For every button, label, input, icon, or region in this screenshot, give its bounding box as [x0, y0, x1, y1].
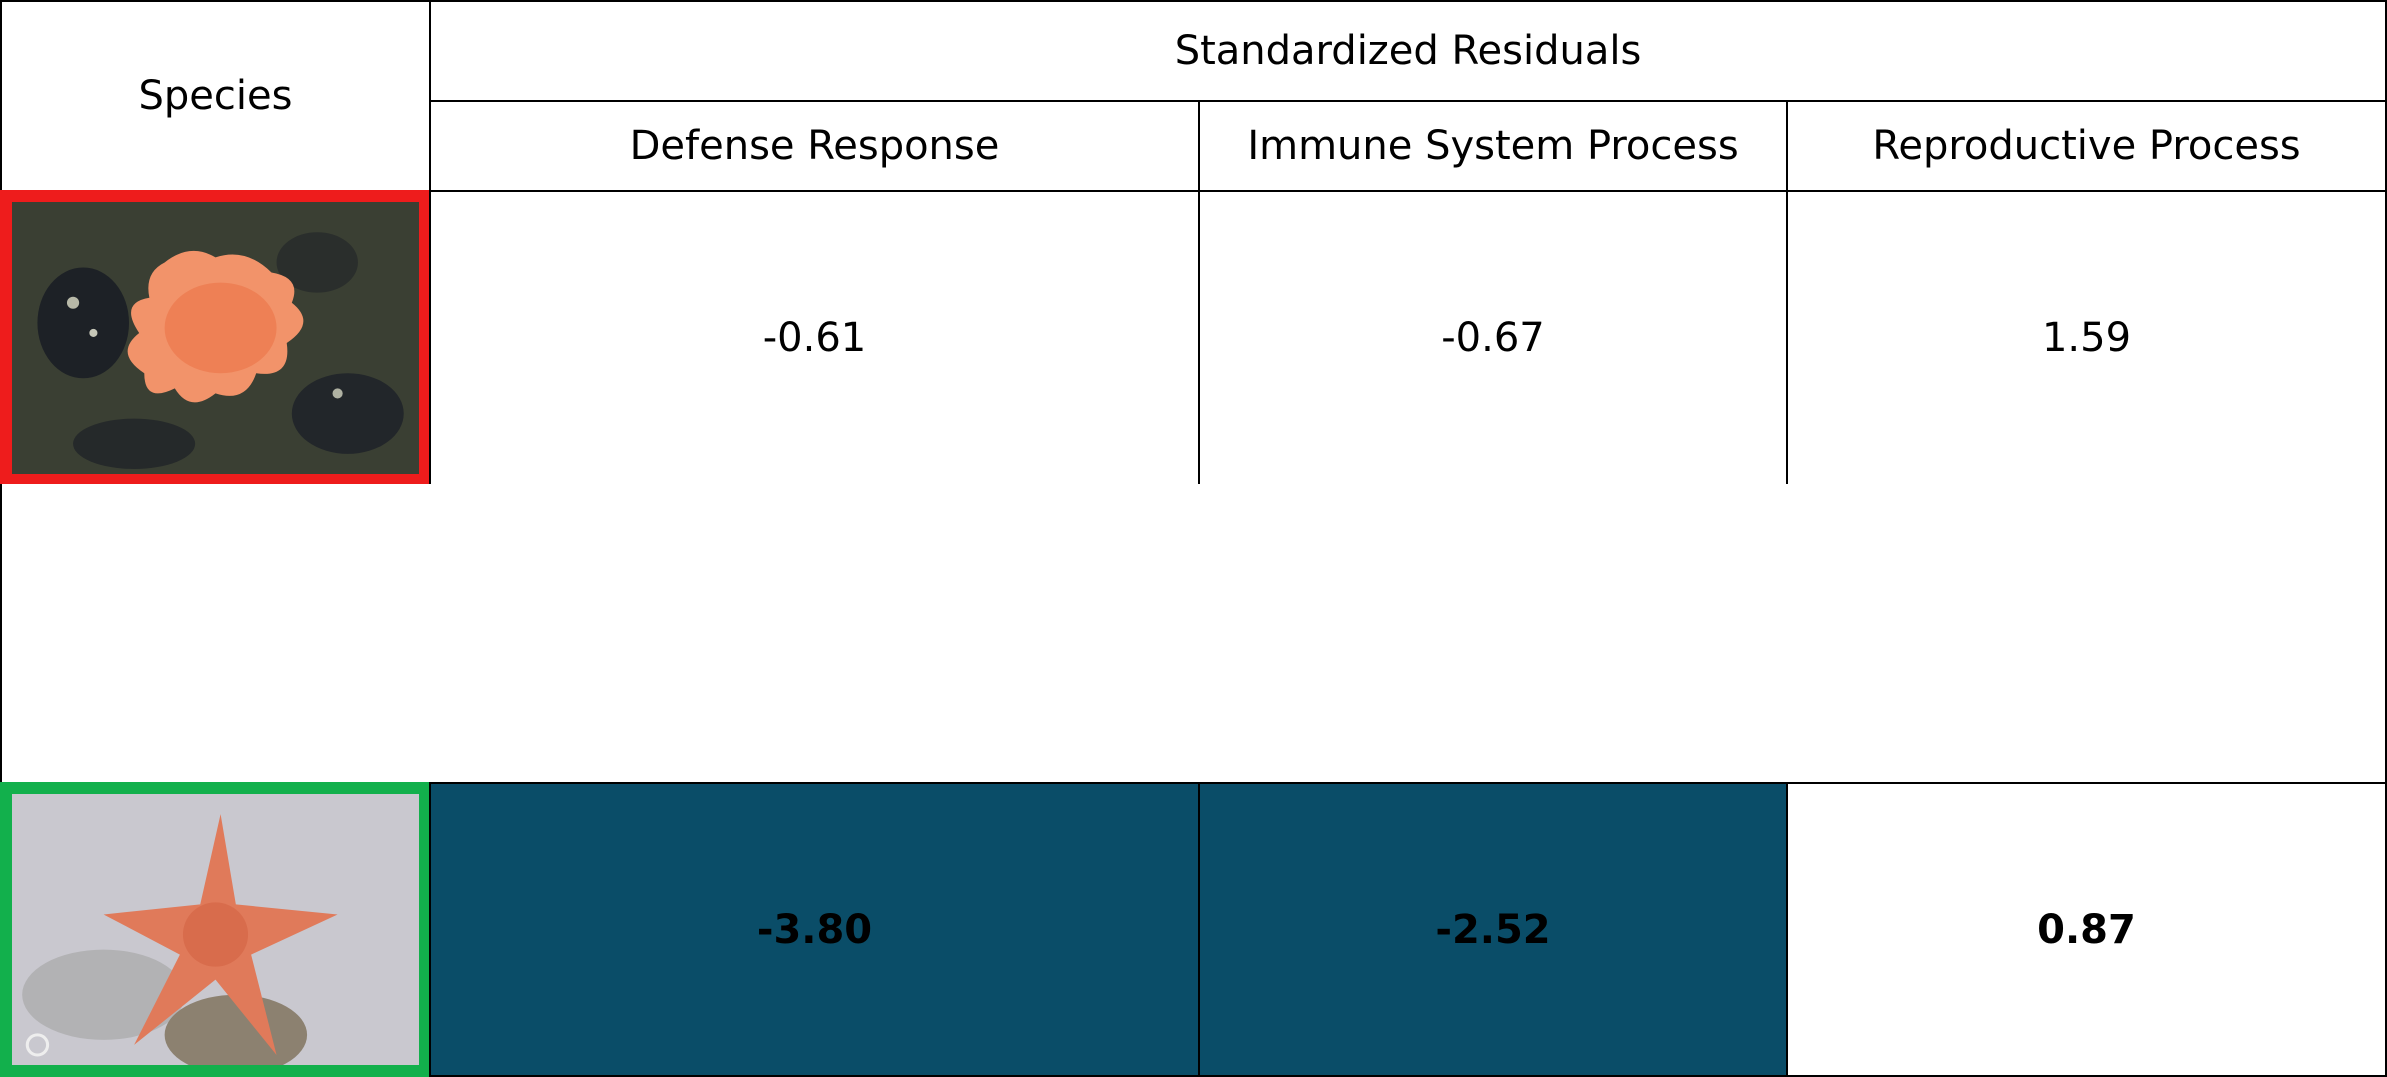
value-cell: 1.59: [1786, 190, 2387, 486]
blank-row: [0, 484, 2387, 784]
column-header: Defense Response: [429, 100, 1200, 192]
value-cell: -0.67: [1198, 190, 1788, 486]
sea-star-photo: [12, 794, 419, 1065]
value-cell: 0.87: [1786, 782, 2387, 1077]
group-header: Standardized Residuals: [429, 0, 2387, 102]
page: Species Standardized Residuals Defense R…: [0, 0, 2387, 1077]
species-header: Species: [0, 0, 431, 192]
column-header: Reproductive Process: [1786, 100, 2387, 192]
value-cell: -0.61: [429, 190, 1200, 486]
species-image: [0, 190, 431, 486]
value-cell: -3.80: [429, 782, 1200, 1077]
species-image: [0, 782, 431, 1077]
value-cell: -2.52: [1198, 782, 1788, 1077]
column-header: Immune System Process: [1198, 100, 1788, 192]
sunflower-star-photo: [12, 202, 419, 474]
